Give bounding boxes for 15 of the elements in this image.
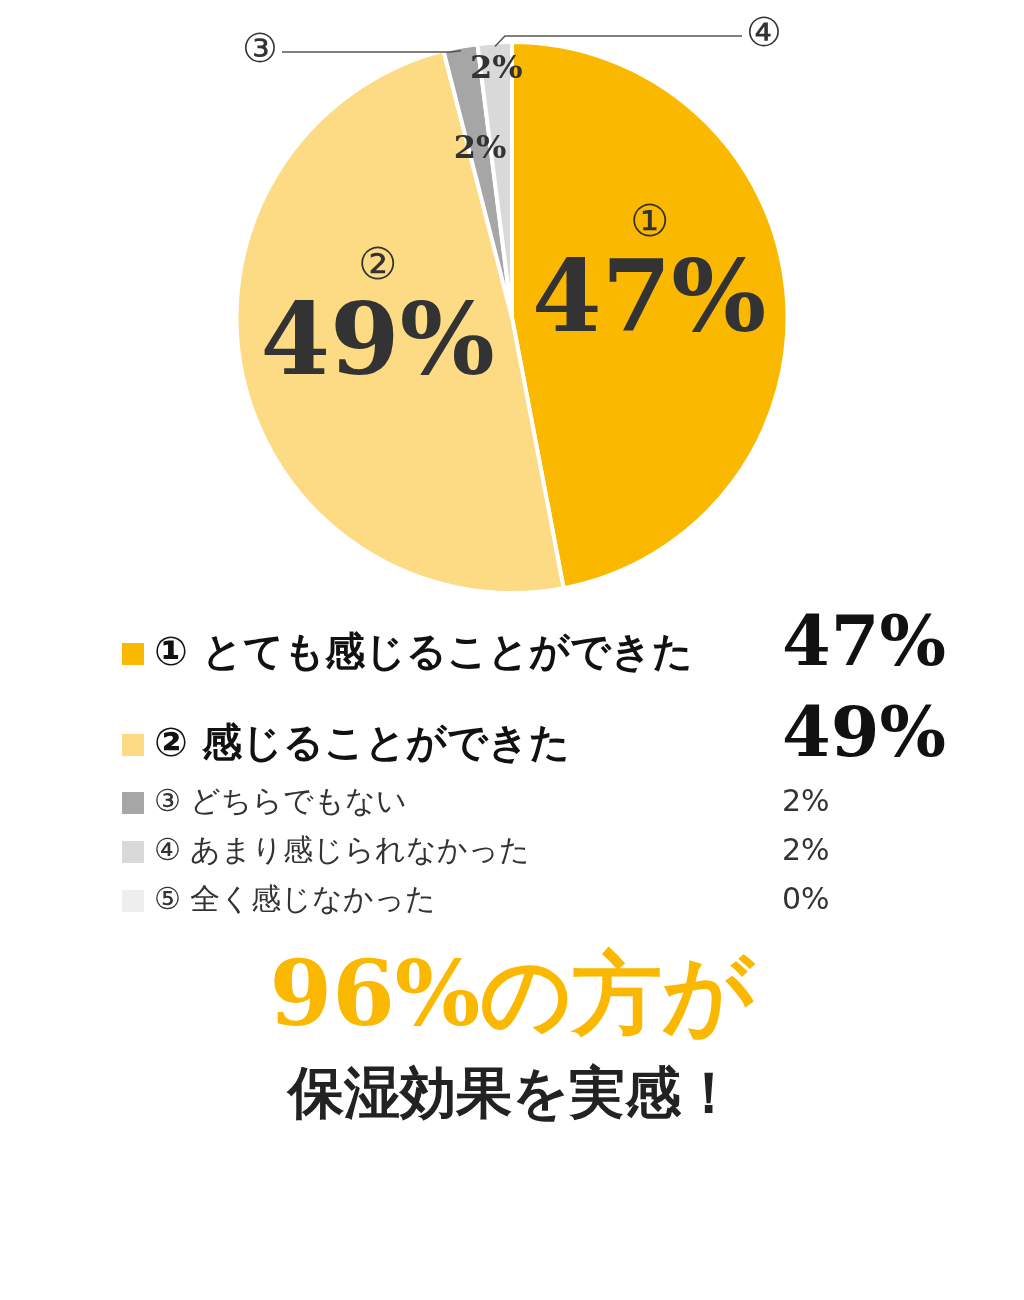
data-label: 2% (453, 128, 507, 167)
text: 2% (782, 832, 830, 867)
text: 0% (782, 881, 830, 916)
legend-label: ③ どちらでもない (153, 782, 408, 820)
text: 49% (782, 690, 946, 773)
text: ④ (746, 9, 782, 56)
text: ③ (242, 25, 278, 72)
text: 47% (782, 599, 946, 682)
legend-label: ② 感じることができた (153, 718, 570, 767)
text: 2% (782, 783, 830, 818)
legend-label: ④ あまり感じられなかった (153, 831, 531, 869)
text: 保湿効果を実感！ (285, 1059, 738, 1127)
text: 96%の方が (268, 939, 756, 1048)
legend-label: ① とても感じることができた (153, 627, 693, 676)
legend-label: ⑤ 全く感じなかった (153, 880, 437, 918)
